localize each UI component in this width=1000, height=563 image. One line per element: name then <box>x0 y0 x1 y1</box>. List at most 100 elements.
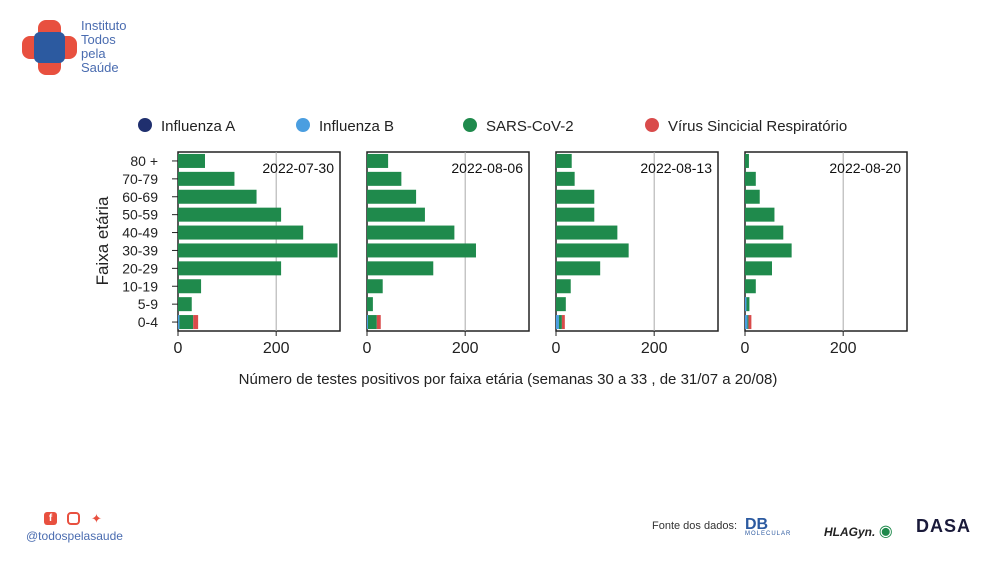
bar <box>745 279 756 294</box>
legend-marker <box>138 118 152 132</box>
bar <box>179 315 194 330</box>
y-tick-label: 60-69 <box>122 189 158 205</box>
y-tick-label: 40-49 <box>122 225 158 241</box>
legend-label: Vírus Sincicial Respiratório <box>668 118 847 135</box>
panel-date-label: 2022-08-06 <box>451 160 523 176</box>
bar <box>745 171 756 186</box>
bar <box>367 297 373 312</box>
bar <box>556 153 572 168</box>
bar <box>747 315 749 330</box>
panel-date-label: 2022-08-13 <box>640 160 712 176</box>
bar <box>556 315 559 330</box>
twitter-icon[interactable]: ✦ <box>91 511 102 526</box>
panel-frame <box>744 151 908 332</box>
bar <box>556 297 566 312</box>
panel-date-label: 2022-08-20 <box>829 160 901 176</box>
bar <box>556 207 595 222</box>
x-tick-label: 0 <box>174 340 183 357</box>
legend-marker <box>645 118 659 132</box>
social-links: f ✦ <box>44 512 103 525</box>
legend-label: Influenza A <box>161 118 235 135</box>
bar <box>178 189 257 204</box>
bar <box>745 225 784 240</box>
bar <box>193 315 199 330</box>
bar <box>178 225 304 240</box>
y-axis-label: Faixa etária <box>93 196 112 285</box>
bar <box>556 225 618 240</box>
bar <box>556 243 629 258</box>
bar <box>178 243 338 258</box>
bar <box>556 171 575 186</box>
bar <box>178 297 192 312</box>
x-tick-label: 200 <box>641 340 668 357</box>
bar <box>556 189 595 204</box>
bar <box>367 171 402 186</box>
legend-marker <box>463 118 477 132</box>
hlagyn-mark-icon: ◉ <box>878 523 893 540</box>
bar <box>745 153 749 168</box>
x-axis-label: Número de testes positivos por faixa etá… <box>239 371 778 388</box>
bar <box>367 153 389 168</box>
source-label: Fonte dos dados: <box>652 520 738 532</box>
bar <box>745 297 747 312</box>
db-logo-text: DB <box>745 516 769 533</box>
dasa-logo: DASA <box>916 516 972 536</box>
social-handle[interactable]: @todospelasaude <box>26 529 123 543</box>
x-tick-label: 0 <box>741 340 750 357</box>
logo-line: Instituto <box>81 18 127 33</box>
y-tick-label: 50-59 <box>122 207 158 223</box>
facebook-icon[interactable]: f <box>44 512 57 525</box>
y-tick-label: 10-19 <box>122 278 158 294</box>
legend-marker <box>296 118 310 132</box>
bar <box>745 243 792 258</box>
bar <box>178 207 282 222</box>
panel-frame <box>366 151 530 332</box>
x-tick-label: 200 <box>263 340 290 357</box>
bar <box>745 189 760 204</box>
bar <box>748 315 752 330</box>
y-tick-label: 80 + <box>130 153 158 169</box>
bar <box>556 279 571 294</box>
panel-frame <box>177 151 341 332</box>
panel-date-label: 2022-07-30 <box>262 160 334 176</box>
bar <box>178 153 205 168</box>
hlagyn-logo-text: HLAGyn. <box>824 525 876 539</box>
y-tick-label: 20-29 <box>122 260 158 276</box>
bar <box>745 261 772 276</box>
bar <box>178 261 282 276</box>
bar <box>178 315 180 330</box>
bar <box>367 243 476 258</box>
y-tick-label: 30-39 <box>122 242 158 258</box>
y-tick-label: 5-9 <box>138 296 158 312</box>
bar <box>556 261 601 276</box>
x-tick-label: 0 <box>363 340 372 357</box>
bar <box>745 207 775 222</box>
bar <box>745 315 748 330</box>
logo-line: Todos <box>81 32 116 47</box>
hlagyn-logo: HLAGyn. ◉ <box>824 521 893 541</box>
bar <box>367 207 425 222</box>
db-molecular-logo: DB MOLECULAR <box>745 516 791 537</box>
bar <box>561 315 565 330</box>
y-tick-label: 0-4 <box>138 314 158 330</box>
logo-line: Saúde <box>81 60 119 75</box>
x-tick-label: 0 <box>552 340 561 357</box>
y-tick-label: 70-79 <box>122 171 158 187</box>
legend-label: Influenza B <box>319 118 394 135</box>
bar <box>367 189 417 204</box>
bar <box>178 279 202 294</box>
bar <box>746 297 750 312</box>
bar <box>178 171 235 186</box>
bar <box>367 261 434 276</box>
x-tick-label: 200 <box>830 340 857 357</box>
bar <box>558 315 562 330</box>
logo-line: pela <box>81 46 106 61</box>
bar <box>376 315 381 330</box>
logo-text: Instituto Todos pela Saúde <box>81 19 127 75</box>
instituto-logo <box>22 20 77 75</box>
bar <box>367 315 377 330</box>
legend-label: SARS-CoV-2 <box>486 118 574 135</box>
db-logo-subtext: MOLECULAR <box>745 531 792 537</box>
instagram-icon[interactable] <box>67 512 80 525</box>
